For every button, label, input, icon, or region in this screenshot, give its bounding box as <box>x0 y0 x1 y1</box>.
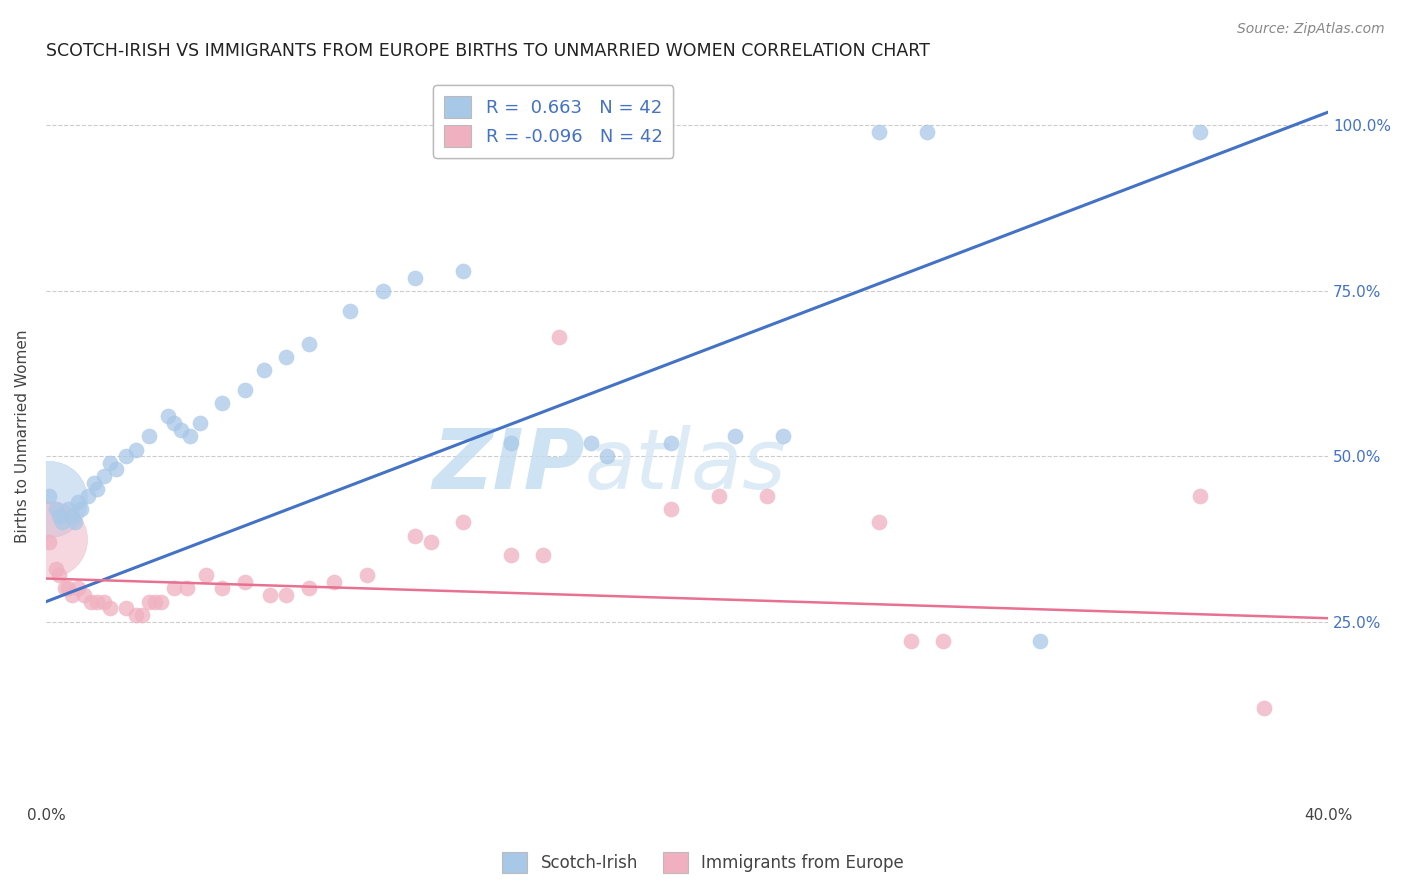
Point <box>233 574 256 589</box>
Point <box>51 516 73 530</box>
Point <box>724 429 747 443</box>
Point <box>45 502 67 516</box>
Text: atlas: atlas <box>585 425 786 506</box>
Point <box>499 436 522 450</box>
Point <box>58 582 80 596</box>
Point <box>156 409 179 424</box>
Point <box>1253 700 1275 714</box>
Point <box>1188 489 1211 503</box>
Point <box>707 489 730 503</box>
Point <box>1028 634 1050 648</box>
Point <box>276 588 298 602</box>
Point <box>150 595 173 609</box>
Point <box>339 303 361 318</box>
Point <box>48 508 70 523</box>
Point <box>125 607 148 622</box>
Point <box>86 595 108 609</box>
Point <box>83 475 105 490</box>
Point <box>131 607 153 622</box>
Point <box>596 449 619 463</box>
Legend: R =  0.663   N = 42, R = -0.096   N = 42: R = 0.663 N = 42, R = -0.096 N = 42 <box>433 85 673 158</box>
Point <box>868 125 890 139</box>
Point <box>932 634 955 648</box>
Point <box>138 595 160 609</box>
Text: Source: ZipAtlas.com: Source: ZipAtlas.com <box>1237 22 1385 37</box>
Point <box>900 634 922 648</box>
Point <box>98 456 121 470</box>
Point <box>772 429 794 443</box>
Point <box>38 535 60 549</box>
Point <box>298 582 321 596</box>
Point <box>105 462 128 476</box>
Point <box>451 264 474 278</box>
Point <box>45 561 67 575</box>
Point <box>1188 125 1211 139</box>
Point <box>138 429 160 443</box>
Point <box>163 416 186 430</box>
Point <box>188 416 211 430</box>
Point <box>38 489 60 503</box>
Point <box>76 489 98 503</box>
Point <box>115 601 138 615</box>
Point <box>125 442 148 457</box>
Point <box>73 588 96 602</box>
Point <box>253 363 276 377</box>
Point <box>233 383 256 397</box>
Point <box>38 492 60 507</box>
Point <box>276 350 298 364</box>
Point <box>60 588 83 602</box>
Point <box>163 582 186 596</box>
Point <box>195 568 218 582</box>
Point <box>499 549 522 563</box>
Point <box>80 595 103 609</box>
Point <box>579 436 602 450</box>
Point <box>659 502 682 516</box>
Point <box>211 396 233 410</box>
Point <box>531 549 554 563</box>
Point <box>115 449 138 463</box>
Point <box>53 582 76 596</box>
Point <box>323 574 346 589</box>
Point <box>48 568 70 582</box>
Point <box>169 423 191 437</box>
Point <box>868 516 890 530</box>
Point <box>70 502 93 516</box>
Point <box>66 582 89 596</box>
Point <box>98 601 121 615</box>
Point <box>66 495 89 509</box>
Legend: Scotch-Irish, Immigrants from Europe: Scotch-Irish, Immigrants from Europe <box>495 846 911 880</box>
Point <box>176 582 198 596</box>
Point <box>63 516 86 530</box>
Point <box>547 330 569 344</box>
Text: ZIP: ZIP <box>432 425 585 506</box>
Point <box>356 568 378 582</box>
Point <box>371 284 394 298</box>
Point <box>756 489 779 503</box>
Point <box>179 429 201 443</box>
Point <box>211 582 233 596</box>
Y-axis label: Births to Unmarried Women: Births to Unmarried Women <box>15 329 30 543</box>
Point <box>419 535 441 549</box>
Point <box>60 508 83 523</box>
Point <box>38 532 60 546</box>
Point <box>298 336 321 351</box>
Point <box>259 588 281 602</box>
Point <box>58 502 80 516</box>
Point <box>86 482 108 496</box>
Point <box>917 125 939 139</box>
Point <box>404 528 426 542</box>
Point <box>143 595 166 609</box>
Text: SCOTCH-IRISH VS IMMIGRANTS FROM EUROPE BIRTHS TO UNMARRIED WOMEN CORRELATION CHA: SCOTCH-IRISH VS IMMIGRANTS FROM EUROPE B… <box>46 42 929 60</box>
Point <box>659 436 682 450</box>
Point <box>404 270 426 285</box>
Point <box>93 469 115 483</box>
Point <box>93 595 115 609</box>
Point <box>451 516 474 530</box>
